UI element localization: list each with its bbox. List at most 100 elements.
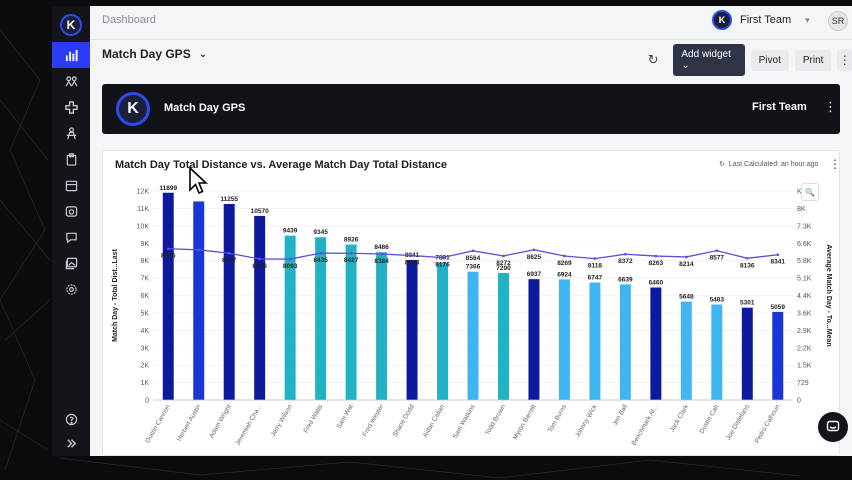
bar-value-label: 5483	[710, 297, 725, 304]
y-axis-label: Match Day - Total Dist...Last	[112, 248, 119, 341]
y2-tick-label: 729	[797, 380, 809, 387]
y2-tick-label: 4.4K	[797, 293, 812, 300]
y-tick-label: 10K	[137, 223, 150, 230]
chevron-down-icon: ⌄	[198, 48, 208, 60]
average-value-label: 8564	[466, 255, 481, 262]
average-value-label: 8294	[405, 260, 420, 267]
nav-chat-icon[interactable]	[52, 224, 90, 250]
bar-value-label: 5648	[679, 294, 694, 301]
average-value-label: 8341	[771, 259, 786, 266]
banner-title: Match Day GPS	[164, 102, 246, 114]
average-point	[471, 249, 475, 253]
average-value-label: 8118	[588, 263, 602, 270]
bar-value-label: 6639	[618, 276, 633, 283]
y2-tick-label: 8K	[797, 206, 806, 213]
nav-drive-icon[interactable]	[52, 198, 90, 224]
nav-gallery-icon[interactable]	[52, 250, 90, 276]
nav-clipboard-icon[interactable]	[52, 146, 90, 172]
widget-more-icon[interactable]: ⋮	[829, 157, 841, 171]
average-value-label: 8372	[618, 258, 633, 265]
x-tick-label: Pedro Calhoun	[754, 403, 782, 444]
bar-value-label: 9439	[283, 228, 298, 235]
dashboard-selector[interactable]: Match Day GPS ⌄	[102, 47, 207, 61]
print-button[interactable]: Print	[794, 49, 832, 71]
average-point	[654, 254, 658, 258]
nav-analysis-icon[interactable]	[52, 42, 90, 68]
average-point	[319, 251, 322, 255]
y2-tick-label: 1.5K	[797, 363, 812, 370]
y-tick-label: 5K	[140, 310, 149, 317]
bar	[406, 259, 418, 400]
average-point	[349, 251, 353, 255]
x-tick-label: Adam Wright	[208, 403, 233, 439]
chart-search-icon[interactable]: 🔍	[801, 183, 819, 201]
add-widget-button[interactable]: Add widget ⌄	[673, 44, 745, 76]
app-window: K	[52, 6, 852, 456]
bar	[284, 235, 296, 400]
average-point	[288, 257, 292, 261]
bar	[223, 203, 235, 400]
nav-calendar-icon[interactable]	[52, 172, 90, 198]
x-tick-label: Sam Wat	[336, 403, 355, 430]
bar	[528, 279, 540, 400]
bar-value-label: 6747	[588, 274, 603, 281]
x-tick-label: Tom Burns	[547, 403, 569, 434]
y-tick-label: 6K	[140, 293, 149, 300]
x-tick-label: Dustin Cannon	[144, 403, 172, 444]
chart-widget: Match Day Total Distance vs. Average Mat…	[102, 150, 841, 456]
banner-more-icon[interactable]: ⋮	[824, 99, 837, 114]
refresh-icon[interactable]: ↻	[647, 52, 659, 67]
y2-tick-label: 5.8K	[797, 258, 812, 265]
team-selector[interactable]: K First Team ▾	[712, 10, 810, 30]
x-tick-label: Jerry Wilson	[270, 403, 294, 438]
pivot-button[interactable]: Pivot	[750, 49, 789, 71]
bar	[497, 273, 509, 400]
bar-value-label: 11255	[220, 196, 238, 203]
average-point	[441, 256, 444, 259]
banner-team: First Team	[752, 101, 807, 113]
more-options-icon[interactable]: ⋮	[837, 49, 852, 71]
app-logo[interactable]: K	[60, 14, 82, 36]
y2-tick-label: 6.6K	[797, 241, 812, 248]
breadcrumb[interactable]: Dashboard	[102, 14, 156, 26]
x-tick-label: Shane Dodd	[392, 403, 416, 438]
header-divider	[90, 39, 852, 40]
refresh-icon[interactable]: ↻	[719, 161, 725, 168]
bar-value-label: 6460	[649, 279, 664, 286]
add-widget-label: Add widget	[681, 49, 731, 60]
dashboard-title: Match Day GPS	[102, 47, 191, 61]
average-value-label: 8214	[679, 261, 694, 268]
bar	[376, 252, 388, 400]
x-tick-label: Jeremiah Cha...	[234, 403, 263, 446]
chevron-down-icon: ⌄	[681, 60, 690, 71]
y-tick-label: 12K	[137, 189, 150, 196]
nav-people-icon[interactable]	[52, 68, 90, 94]
average-point	[258, 257, 261, 261]
main-content: Dashboard K First Team ▾ SR Match Day GP…	[90, 6, 852, 456]
y2-tick-label: 2.9K	[797, 328, 812, 335]
y2-axis-label: Average Match Day - To...Mean	[825, 244, 832, 346]
average-value-label: 8427	[222, 257, 237, 264]
bar	[650, 287, 662, 400]
nav-training-icon[interactable]	[52, 120, 90, 146]
average-point	[624, 252, 627, 256]
user-avatar[interactable]: SR	[828, 11, 848, 31]
bar-value-label: 6937	[527, 271, 542, 278]
x-tick-label: Jack Clark	[669, 403, 691, 433]
bar-value-label: 6924	[557, 271, 572, 278]
nav-settings-icon[interactable]	[52, 276, 90, 302]
average-value-label: 8136	[740, 262, 755, 269]
chat-support-button[interactable]	[818, 412, 848, 442]
bar-value-label: 7290	[496, 265, 511, 272]
toolbar: ↻ Add widget ⌄ Pivot Print ⋮	[645, 44, 852, 76]
average-value-label: 8093	[283, 263, 298, 270]
nav-medical-icon[interactable]	[52, 94, 90, 120]
y-tick-label: 2K	[140, 363, 149, 370]
average-value-label: 8096	[252, 263, 267, 270]
expand-sidebar-icon[interactable]	[52, 430, 90, 456]
bar-value-label: 5301	[740, 300, 755, 307]
bar	[467, 271, 479, 400]
help-icon[interactable]	[52, 406, 90, 432]
x-tick-label: Johnny Wick	[574, 403, 599, 439]
team-logo: K	[712, 10, 732, 30]
